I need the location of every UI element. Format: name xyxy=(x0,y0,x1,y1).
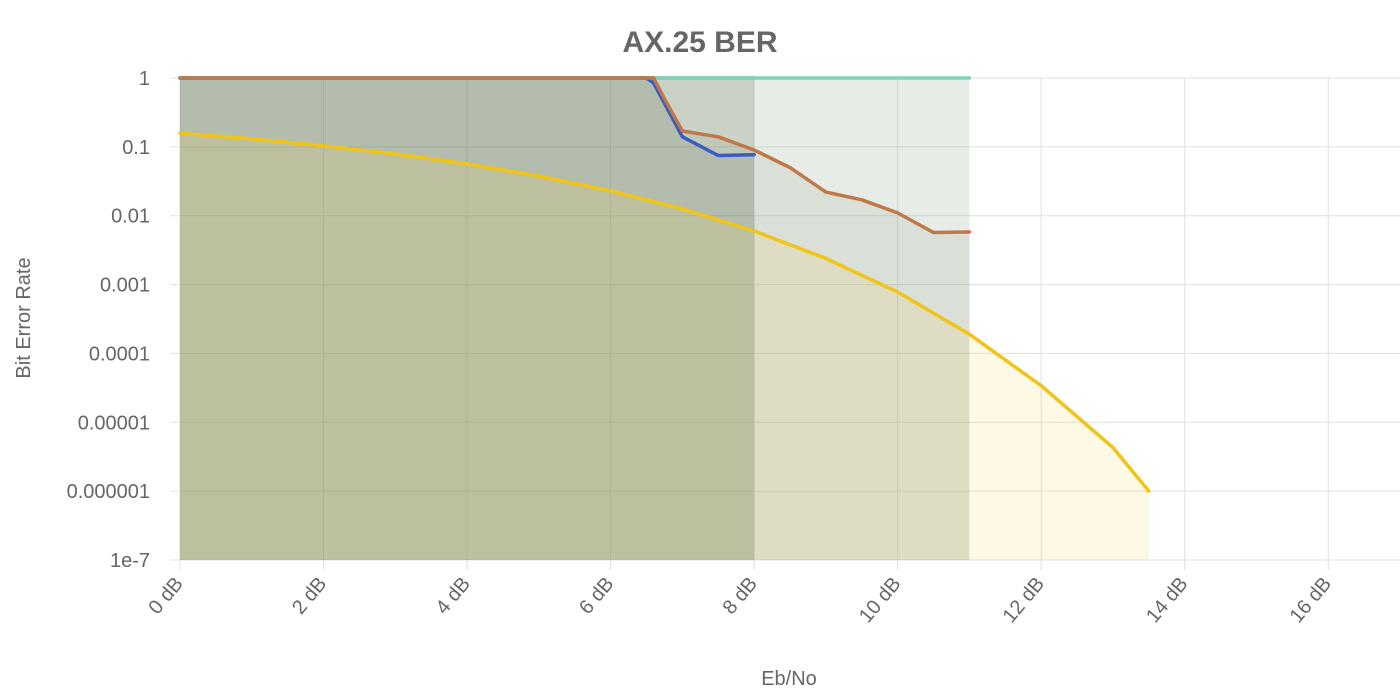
y-axis-ticks: 1 0.1 0.01 0.001 0.0001 0.00001 0.000001 1e-7 xyxy=(67,68,150,572)
series-3-line xyxy=(178,76,972,235)
x-tick-label: 16 dB xyxy=(1286,573,1336,627)
grid xyxy=(170,77,1400,570)
x-axis-ticks: 0 dB 2 dB 4 dB 6 dB 8 dB 10 dB 12 dB 14 dB 16 dB xyxy=(145,573,1337,627)
series-4-area xyxy=(180,133,1149,560)
series-4-line xyxy=(178,131,1151,493)
y-tick-label: 0.001 xyxy=(100,275,150,297)
chart-title: AX.25 BER xyxy=(622,26,777,59)
y-tick-label: 0.01 xyxy=(111,206,150,228)
y-tick-label: 0.000001 xyxy=(67,481,150,503)
y-tick-label: 0.0001 xyxy=(89,343,150,365)
y-tick-label: 0.00001 xyxy=(78,412,150,434)
x-tick-label: 4 dB xyxy=(432,573,475,619)
y-tick-label: 1 xyxy=(139,68,150,90)
series-1-area xyxy=(180,78,970,560)
x-axis-title: Eb/No xyxy=(761,668,817,690)
series-lines xyxy=(178,76,1151,493)
y-tick-label: 1e-7 xyxy=(110,550,150,572)
series-areas xyxy=(180,78,1149,560)
series-3-area xyxy=(180,78,970,560)
x-tick-label: 0 dB xyxy=(145,573,188,619)
x-tick-label: 2 dB xyxy=(288,573,331,619)
y-tick-label: 0.1 xyxy=(122,137,150,159)
x-tick-label: 8 dB xyxy=(719,573,762,619)
series-0-area xyxy=(180,78,755,560)
x-tick-label: 10 dB xyxy=(855,573,905,627)
x-tick-label: 12 dB xyxy=(999,573,1049,627)
y-axis-title: Bit Error Rate xyxy=(13,257,35,378)
series-2-area xyxy=(180,78,755,560)
x-tick-label: 6 dB xyxy=(575,573,618,619)
x-tick-label: 14 dB xyxy=(1142,573,1192,627)
